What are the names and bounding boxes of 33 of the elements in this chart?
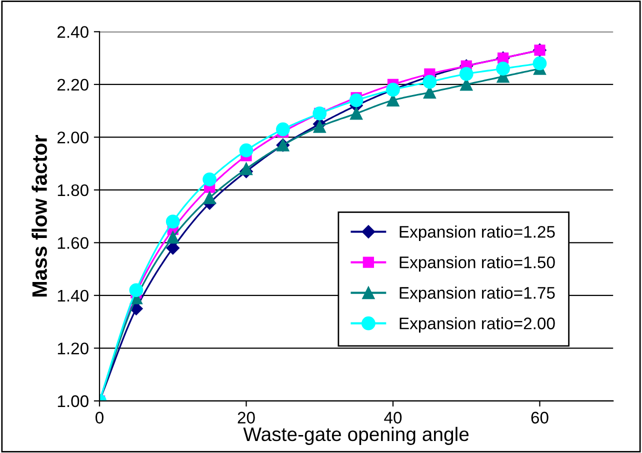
point bbox=[422, 74, 437, 89]
legend-label: Expansion ratio=1.50 bbox=[400, 256, 555, 272]
point bbox=[496, 62, 510, 76]
point bbox=[203, 192, 216, 204]
legend-label: Expansion ratio=1.75 bbox=[400, 286, 555, 302]
x-tick-label: 0 bbox=[96, 412, 104, 424]
y-tick-label: 1.40 bbox=[58, 290, 88, 302]
y-tick-label: 2.00 bbox=[57, 132, 88, 144]
y-tick-label: 2.40 bbox=[57, 26, 88, 38]
y-tick-label: 1.80 bbox=[58, 184, 88, 196]
legend-label: Expansion ratio=1.25 bbox=[400, 226, 555, 242]
point bbox=[239, 143, 254, 158]
point bbox=[166, 231, 180, 244]
y-tick-label: 2.20 bbox=[57, 78, 88, 91]
x-tick-label: 20 bbox=[238, 412, 255, 424]
point bbox=[240, 162, 253, 176]
x-tick-label: 40 bbox=[384, 412, 402, 424]
point bbox=[202, 172, 217, 186]
point bbox=[129, 283, 144, 298]
point bbox=[166, 214, 180, 229]
legend-label: Expansion ratio=2.00 bbox=[400, 317, 555, 333]
y-tick-label: 1.60 bbox=[58, 237, 88, 249]
y-tick-label: 1.20 bbox=[58, 342, 88, 354]
y-axis-title: Mass flow factor bbox=[32, 135, 47, 297]
y-tick-label: 1.00 bbox=[58, 395, 88, 408]
point bbox=[313, 120, 326, 133]
point bbox=[532, 56, 547, 70]
point bbox=[350, 107, 363, 120]
point bbox=[276, 122, 290, 136]
point bbox=[349, 93, 364, 108]
point bbox=[459, 66, 474, 81]
x-axis-title: Waste-gate opening angle bbox=[243, 426, 469, 445]
x-tick-label: 60 bbox=[531, 412, 548, 424]
